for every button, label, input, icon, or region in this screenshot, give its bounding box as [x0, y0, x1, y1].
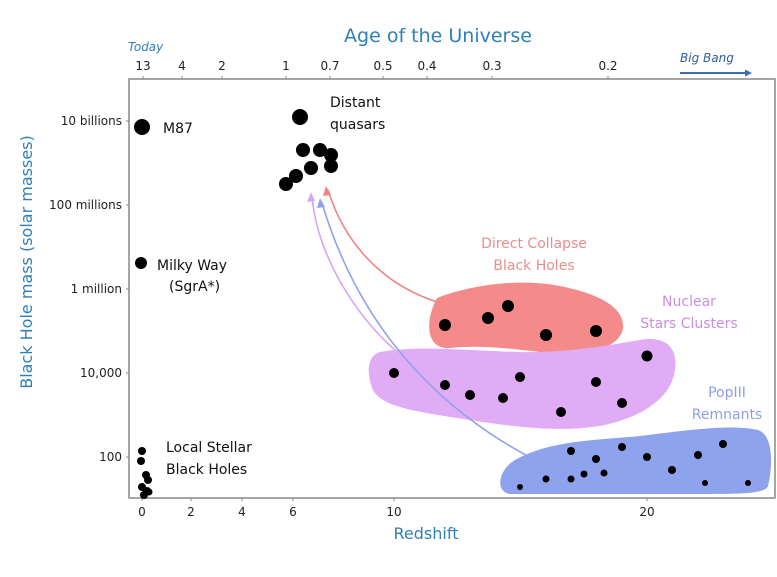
top-tick: 0.4 [417, 59, 436, 73]
nsc-points [389, 350, 653, 417]
nsc-label-2: Stars Clusters [640, 316, 737, 332]
dcbh-label-2: Black Holes [493, 258, 574, 274]
top-tick: 0.2 [598, 59, 617, 73]
top-tick: 0.3 [482, 59, 501, 73]
data-points [134, 109, 751, 499]
x-axis-title: Redshift [394, 524, 459, 543]
dcbh-arrowhead-icon [323, 186, 331, 196]
top-tick: 0.7 [320, 59, 339, 73]
local-stellar-points [137, 447, 153, 499]
top-tick: 2 [218, 59, 226, 73]
dcbh-label-1: Direct Collapse [481, 236, 587, 252]
nsc-region [368, 339, 676, 429]
dcbh-region [429, 282, 624, 354]
y-axis-ticks: 10 billions 100 millions 1 million 10,00… [49, 114, 122, 464]
x-tick: 20 [639, 505, 654, 519]
quasar-points [279, 109, 338, 191]
nsc-label-1: Nuclear [662, 294, 716, 310]
quasars-label-2: quasars [330, 117, 385, 133]
evolution-arrows [307, 186, 534, 460]
y-tick: 10,000 [80, 366, 122, 380]
x-tick: 0 [138, 505, 146, 519]
top-tick: 0.5 [373, 59, 392, 73]
pop3-arrow [321, 202, 534, 460]
tick-marks [126, 76, 648, 501]
y-tick: 100 [99, 450, 122, 464]
dcbh-points [439, 300, 602, 341]
m87-point [134, 119, 150, 135]
pop3-label-2: Remnants [692, 407, 762, 423]
big-bang-label: Big Bang [680, 51, 734, 65]
m87-label: M87 [163, 121, 193, 137]
y-tick: 1 million [71, 282, 122, 296]
sgra-label: (SgrA*) [169, 279, 220, 295]
pop3-label-1: PopIII [708, 385, 746, 401]
dcbh-arrow [327, 189, 438, 303]
x-tick: 10 [386, 505, 401, 519]
x-tick: 2 [187, 505, 195, 519]
local-stellar-label-1: Local Stellar [166, 440, 252, 456]
pop3-arrowhead-icon [317, 198, 325, 208]
milky-way-label: Milky Way [157, 258, 227, 274]
milky-way-point [135, 257, 147, 269]
top-tick: 1 [282, 59, 290, 73]
big-bang-arrow-icon [680, 69, 752, 77]
x-tick: 6 [289, 505, 297, 519]
top-axis-ticks: 13 4 2 1 0.7 0.5 0.4 0.3 0.2 [135, 59, 617, 73]
nsc-arrow [311, 196, 396, 351]
x-tick: 4 [238, 505, 246, 519]
x-axis-ticks: 0 2 4 6 10 20 [138, 505, 654, 519]
top-axis-title: Age of the Universe [344, 25, 532, 47]
y-axis-title: Black Hole mass (solar masses) [17, 135, 36, 388]
top-tick: 13 [135, 59, 150, 73]
top-tick: 4 [178, 59, 186, 73]
y-tick: 100 millions [49, 198, 122, 212]
pop3-region [500, 427, 772, 494]
today-label: Today [128, 40, 164, 54]
y-tick: 10 billions [61, 114, 122, 128]
local-stellar-label-2: Black Holes [166, 462, 247, 478]
quasars-label-1: Distant [330, 95, 381, 111]
pop3-points [517, 440, 751, 490]
nsc-arrowhead-icon [307, 192, 315, 202]
